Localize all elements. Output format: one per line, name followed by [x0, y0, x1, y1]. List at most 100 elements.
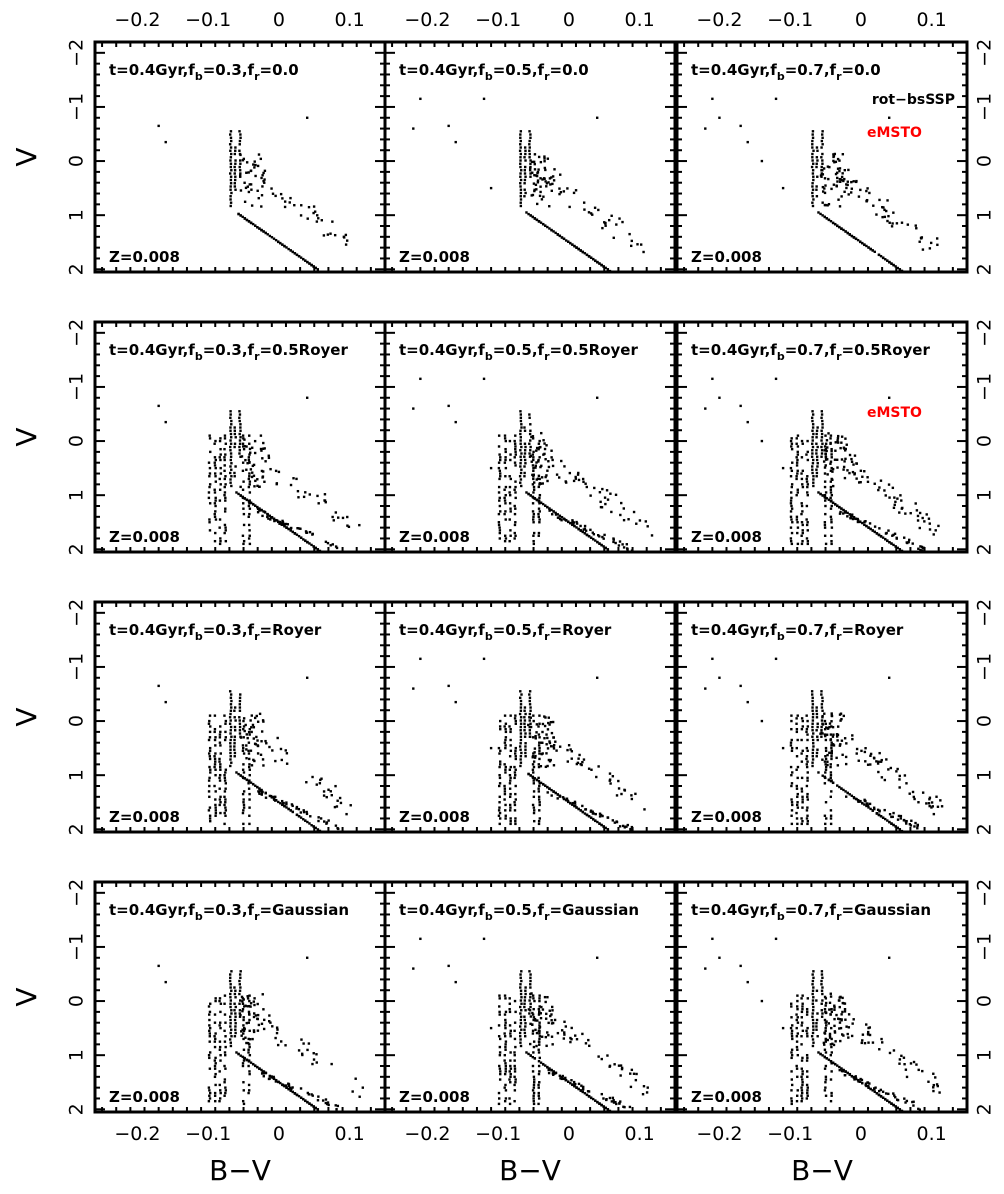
data-point [247, 787, 251, 790]
data-point [581, 530, 584, 534]
data-point [229, 182, 233, 185]
data-point [858, 240, 862, 243]
data-point [555, 473, 559, 476]
y-tick-label: −1 [974, 373, 996, 401]
data-point [621, 543, 624, 546]
data-point [617, 1064, 621, 1067]
data-point [230, 475, 233, 478]
data-point [816, 735, 819, 738]
data-point [576, 473, 580, 476]
data-point [527, 1008, 531, 1011]
data-point [519, 139, 522, 143]
data-point [538, 510, 541, 513]
data-point [805, 765, 809, 769]
panel-label-fb: =0.5,f [493, 61, 545, 79]
data-point [824, 491, 828, 494]
data-point [256, 1013, 260, 1017]
y-axis-label: V [10, 427, 43, 446]
data-point [815, 729, 818, 732]
data-point [499, 817, 502, 820]
data-point [875, 532, 879, 535]
data-point [219, 1059, 222, 1062]
data-point [233, 475, 236, 478]
data-point [917, 547, 920, 550]
data-point [600, 823, 603, 827]
data-point [262, 171, 265, 175]
data-point [532, 466, 535, 470]
data-point [346, 524, 349, 527]
data-point [533, 1057, 537, 1060]
data-point [223, 1064, 226, 1068]
data-point [537, 1091, 540, 1095]
data-point [801, 725, 804, 728]
data-point [811, 413, 815, 416]
data-point [519, 201, 522, 204]
data-point [219, 744, 222, 747]
data-point [503, 488, 506, 491]
data-point [796, 434, 800, 437]
data-point [598, 822, 601, 825]
data-point [806, 458, 810, 462]
data-point [831, 735, 835, 738]
data-point [539, 1012, 542, 1015]
data-point [504, 997, 507, 1000]
data-point [519, 419, 523, 423]
data-point [513, 531, 516, 535]
data-point [243, 777, 247, 780]
data-point [540, 476, 544, 479]
data-point [529, 996, 532, 999]
data-point [903, 536, 906, 539]
data-point [800, 502, 803, 505]
data-point [817, 1051, 820, 1054]
data-point [538, 736, 541, 739]
data-point [538, 1024, 541, 1027]
data-point [552, 736, 555, 739]
data-point [323, 499, 326, 502]
data-point [566, 240, 570, 243]
data-point [559, 1077, 562, 1080]
data-point [499, 472, 502, 475]
data-point [789, 526, 793, 529]
data-point [538, 809, 541, 812]
data-point [800, 817, 803, 820]
y-tick-label: −1 [66, 653, 88, 681]
data-point [815, 449, 818, 452]
data-point [523, 1002, 526, 1005]
data-point [244, 458, 247, 462]
data-point [304, 530, 308, 533]
data-point [233, 751, 237, 755]
data-point [247, 1051, 250, 1054]
data-point [229, 146, 233, 149]
data-point [914, 502, 917, 505]
data-point [806, 738, 809, 742]
data-point [568, 205, 571, 209]
data-point [209, 450, 212, 454]
data-point [815, 716, 819, 719]
data-point [523, 716, 526, 719]
data-point [247, 752, 251, 755]
data-point [830, 534, 833, 537]
data-point [305, 396, 309, 399]
data-point [538, 496, 541, 500]
data-point [523, 1005, 526, 1009]
data-point [238, 174, 242, 177]
data-point [525, 1051, 528, 1054]
panel-label: t=0.4Gyr,fb=0.5,fr=0.5Royer [399, 341, 638, 363]
data-point [253, 485, 256, 488]
data-point [513, 776, 516, 780]
data-point [839, 719, 842, 722]
data-point [790, 784, 793, 788]
data-point [896, 826, 899, 830]
data-point [791, 771, 794, 774]
data-point [241, 1000, 244, 1003]
data-point [524, 986, 527, 989]
data-point [519, 1035, 522, 1038]
panel-label-fr: =0.5Royer [260, 341, 349, 359]
data-point [213, 755, 216, 758]
data-point [527, 772, 530, 776]
data-point [482, 377, 486, 381]
data-point [224, 496, 227, 500]
data-point [609, 782, 612, 785]
data-point [836, 157, 840, 161]
data-point [213, 512, 216, 516]
